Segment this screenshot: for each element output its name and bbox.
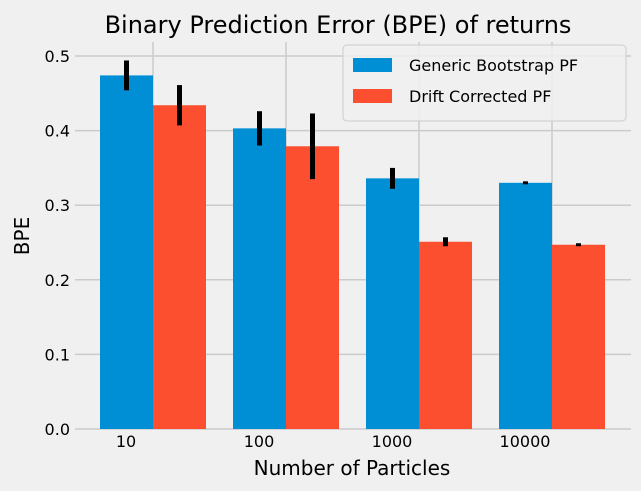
bar-drift-corrected-100 [286,146,339,430]
bar-drift-corrected-10000 [552,244,605,429]
legend-label-generic-bootstrap: Generic Bootstrap PF [409,56,578,75]
bar-drift-corrected-1000 [419,241,472,429]
y-axis-label: BPE [10,217,34,255]
x-tick-label: 100 [244,432,275,451]
bar-drift-corrected-10 [153,105,206,430]
legend: Generic Bootstrap PF Drift Corrected PF [342,44,627,122]
legend-swatch-drift-corrected [353,89,392,103]
legend-box [342,44,627,122]
x-tick-label: 10 [116,432,136,451]
x-tick-label: 10000 [500,432,551,451]
x-axis-label: Number of Particles [254,456,451,480]
error-bars [124,60,581,247]
y-tick-label: 0.3 [45,196,70,215]
legend-label-drift-corrected: Drift Corrected PF [409,87,551,106]
bar-generic-bootstrap-100 [233,128,286,429]
y-tick-label: 0.1 [45,345,70,364]
bar-generic-bootstrap-1000 [366,178,419,429]
x-tick-label: 1000 [372,432,413,451]
y-tick-label: 0.5 [45,47,70,66]
y-tick-label: 0.2 [45,271,70,290]
bars [100,75,605,430]
chart-title: Binary Prediction Error (BPE) of returns [105,11,572,39]
bar-generic-bootstrap-10000 [499,182,552,429]
y-tick-label: 0.4 [45,122,70,141]
legend-swatch-generic-bootstrap [353,58,392,72]
y-tick-label: 0.0 [45,420,70,439]
x-tick-labels: 10 100 1000 10000 [116,432,551,451]
y-tick-labels: 0.0 0.1 0.2 0.3 0.4 0.5 [45,47,70,439]
bar-generic-bootstrap-10 [100,75,153,430]
